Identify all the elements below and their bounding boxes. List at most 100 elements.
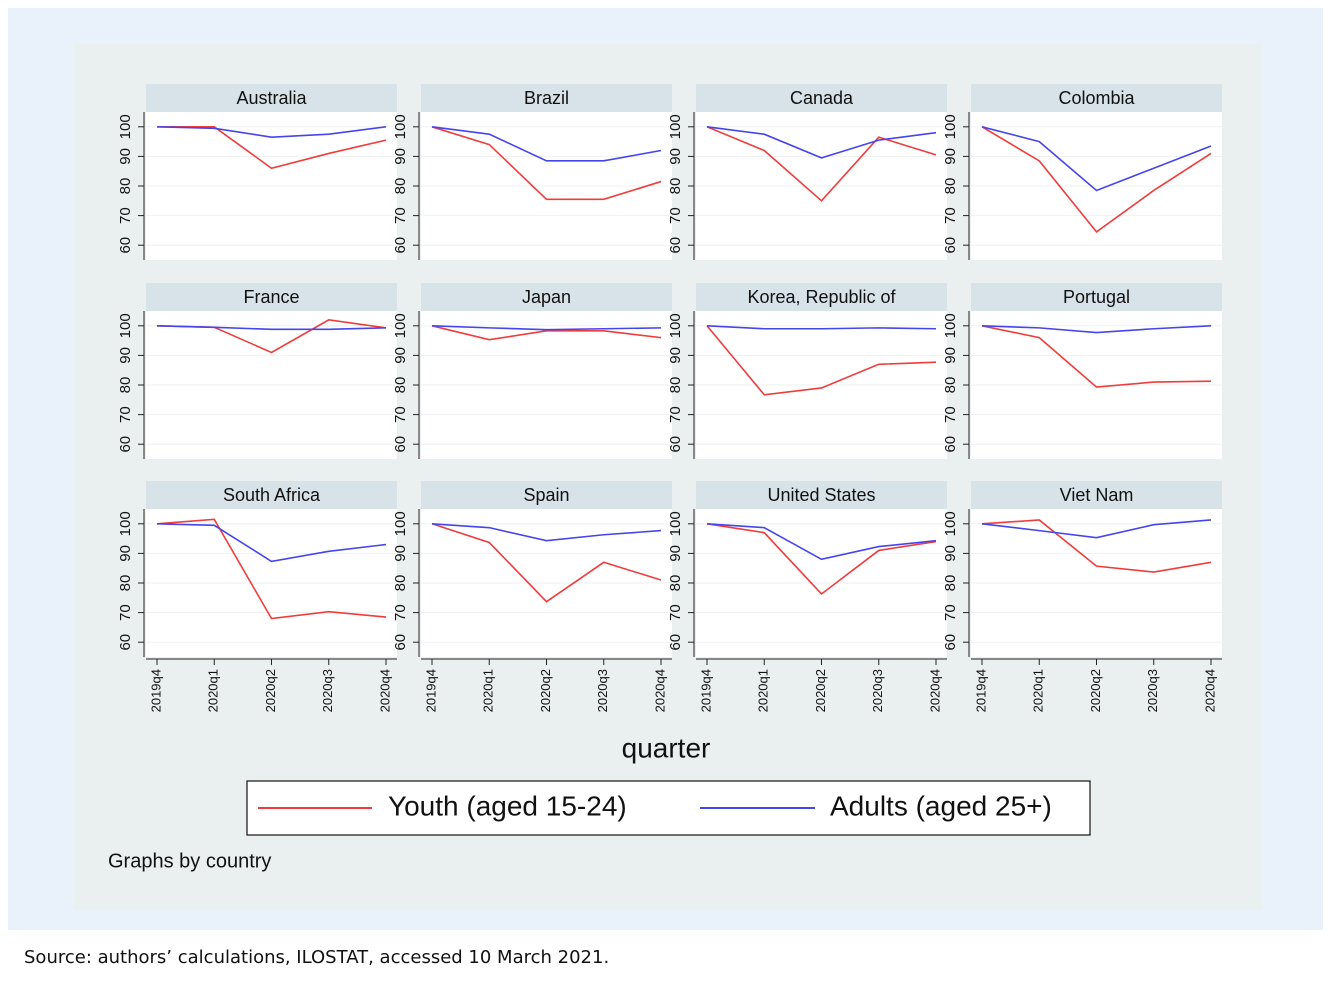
y-tick-label: 100 (942, 511, 959, 536)
y-tick-label: 60 (667, 634, 684, 651)
panel-title-strip (696, 84, 947, 112)
y-tick-label: 80 (392, 178, 409, 195)
series-line (156, 126, 387, 138)
y-tick-label: 70 (117, 604, 134, 621)
y-tick-label: 70 (392, 207, 409, 224)
y-tick-label: 100 (117, 313, 134, 338)
panel-title-strip (696, 283, 947, 311)
y-tick-label: 80 (667, 178, 684, 195)
series-line (431, 126, 662, 162)
y-tick-label: 70 (667, 406, 684, 423)
legend-label: Adults (aged 25+) (830, 790, 1052, 821)
series-line (431, 325, 662, 331)
series-line (706, 325, 937, 330)
panel-title-strip (421, 481, 672, 509)
y-tick-label: 90 (392, 545, 409, 562)
series-line (706, 126, 937, 159)
series-line (706, 126, 937, 202)
x-tick-label: 2019q4 (423, 669, 438, 712)
panel-title-strip (146, 84, 397, 112)
x-axis-label: quarter (622, 732, 711, 763)
y-tick-label: 60 (942, 237, 959, 254)
y-tick-label: 60 (942, 634, 959, 651)
y-tick-label: 70 (392, 406, 409, 423)
y-tick-label: 100 (942, 313, 959, 338)
series-line (706, 523, 937, 561)
panel-title: Portugal (1063, 287, 1130, 307)
y-tick-label: 70 (667, 207, 684, 224)
panel-title: Korea, Republic of (747, 287, 896, 307)
series-line (156, 523, 387, 563)
x-tick-label: 2019q4 (698, 669, 713, 712)
y-tick-label: 90 (117, 148, 134, 165)
panel-title: Viet Nam (1060, 485, 1134, 505)
y-tick-label: 60 (392, 634, 409, 651)
legend (246, 780, 1091, 836)
x-tick-label: 2019q4 (973, 669, 988, 712)
series-line (981, 325, 1212, 334)
y-tick-label: 80 (942, 178, 959, 195)
panel-title-strip (421, 283, 672, 311)
panel-title: Australia (236, 88, 307, 108)
panel-title: United States (767, 485, 875, 505)
y-tick-label: 100 (392, 313, 409, 338)
series-line (156, 325, 387, 331)
y-tick-label: 60 (667, 237, 684, 254)
y-tick-label: 90 (942, 347, 959, 364)
y-tick-label: 90 (942, 545, 959, 562)
y-tick-label: 100 (667, 511, 684, 536)
series-line (706, 523, 937, 596)
series-line (157, 126, 387, 170)
y-tick-label: 90 (117, 545, 134, 562)
panel-title: Brazil (524, 88, 569, 108)
y-tick-label: 100 (667, 114, 684, 139)
y-tick-label: 70 (942, 604, 959, 621)
panel-title: Colombia (1058, 88, 1135, 108)
series-line (981, 325, 1212, 388)
x-tick-label: 2020q4 (1202, 669, 1217, 712)
x-tick-label: 2020q1 (1031, 669, 1046, 712)
x-tick-label: 2020q3 (320, 669, 335, 712)
y-tick-label: 70 (942, 406, 959, 423)
x-tick-label: 2019q4 (148, 669, 163, 712)
x-tick-label: 2020q2 (813, 669, 828, 712)
y-tick-label: 80 (117, 575, 134, 592)
y-tick-label: 90 (667, 347, 684, 364)
x-tick-label: 2020q2 (538, 669, 553, 712)
x-tick-label: 2020q1 (481, 669, 496, 712)
y-tick-label: 100 (117, 511, 134, 536)
series-line (706, 325, 937, 396)
x-tick-label: 2020q3 (1145, 669, 1160, 712)
panel-title: Spain (523, 485, 569, 505)
y-tick-label: 80 (942, 575, 959, 592)
panel-title: Canada (790, 88, 854, 108)
y-tick-label: 100 (667, 313, 684, 338)
panel-title-strip (971, 481, 1222, 509)
panel-title-strip (971, 283, 1222, 311)
y-tick-label: 60 (942, 436, 959, 453)
series-line (431, 523, 662, 542)
x-tick-label: 2020q4 (652, 669, 667, 712)
y-tick-label: 80 (117, 377, 134, 394)
x-tick-label: 2020q2 (1088, 669, 1103, 712)
x-tick-label: 2020q1 (206, 669, 221, 712)
x-tick-label: 2020q4 (377, 669, 392, 712)
legend-label: Youth (aged 15-24) (388, 790, 627, 821)
y-tick-label: 90 (942, 148, 959, 165)
y-tick-label: 70 (942, 207, 959, 224)
y-tick-label: 60 (392, 237, 409, 254)
y-tick-label: 90 (667, 148, 684, 165)
x-tick-label: 2020q3 (870, 669, 885, 712)
series-line (431, 523, 662, 603)
y-tick-label: 70 (392, 604, 409, 621)
y-tick-label: 60 (117, 237, 134, 254)
y-tick-label: 80 (667, 575, 684, 592)
x-tick-label: 2020q3 (595, 669, 610, 712)
series-line (431, 325, 662, 341)
y-tick-label: 90 (117, 347, 134, 364)
series-line (981, 519, 1212, 539)
series-line (981, 126, 1212, 192)
y-tick-label: 90 (392, 347, 409, 364)
